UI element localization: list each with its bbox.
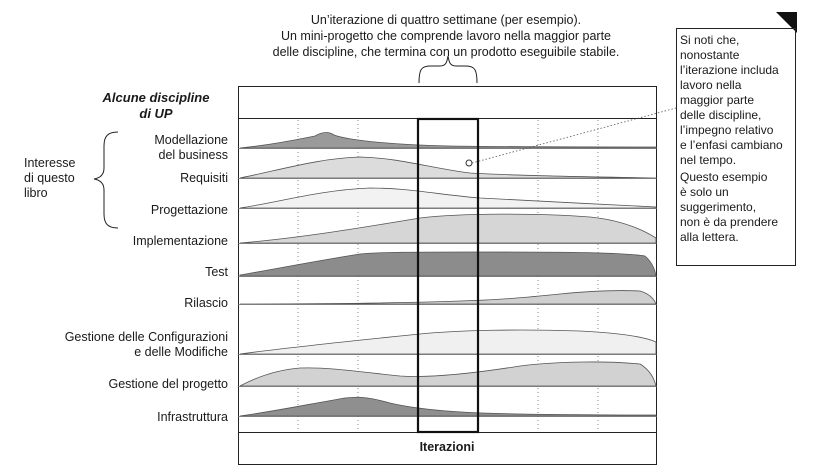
effort-curve-implementation [239, 213, 657, 244]
note-line: alla lettera. [680, 230, 739, 244]
iteration-caption: Un’iterazione di quattro settimane (per … [236, 12, 656, 60]
diagram-frame [238, 86, 657, 465]
discipline-label-test: Test [205, 265, 228, 280]
discipline-label-design: Progettazione [151, 203, 228, 218]
interest-brace [93, 131, 119, 229]
effort-curve-requirements [239, 156, 657, 179]
iteration-brace [418, 55, 478, 84]
discipline-label-implementation: Implementazione [133, 234, 228, 249]
note-line: maggior parte [680, 93, 755, 107]
discipline-label-project-mgmt: Gestione del progetto [108, 377, 228, 392]
effort-curve-config-change-mgmt [239, 329, 657, 355]
discipline-label-line: Progettazione [150, 203, 228, 217]
disciplines-header-line: Alcune discipline [102, 90, 210, 105]
note-line: lavoro nella [680, 78, 742, 92]
discipline-label-line: Gestione delle Configurazioni [64, 330, 228, 344]
iteration-caption-line: Un mini-progetto che comprende lavoro ne… [280, 29, 612, 43]
discipline-label-deployment: Rilascio [184, 296, 228, 311]
discipline-label-requirements: Requisiti [180, 171, 228, 186]
iteration-caption-line: delle discipline, che termina con un pro… [272, 45, 620, 59]
disciplines-header: Alcune discipline di UP [90, 90, 222, 122]
discipline-label-line: e delle Modifiche [134, 345, 228, 359]
discipline-label-line: Infrastruttura [157, 410, 228, 424]
note-paragraph: Si noti che, nonostante l’iterazione inc… [680, 33, 795, 168]
discipline-label-environment: Infrastruttura [157, 410, 228, 425]
iterations-label: Iterazioni [419, 440, 475, 454]
effort-curve-project-mgmt [239, 361, 657, 387]
note-line: nonostante [680, 48, 740, 62]
interest-label-line: Interesse [24, 156, 76, 170]
note-line: Questo esempio [680, 170, 768, 184]
discipline-label-line: Gestione del progetto [108, 377, 228, 391]
effort-curve-environment [239, 396, 657, 417]
interest-label-line: libro [24, 186, 48, 200]
iteration-caption-line: Un’iterazione di quattro settimane (per … [310, 13, 582, 27]
effort-curve-deployment [239, 290, 657, 305]
note-dog-ear-icon [776, 12, 797, 33]
interest-label-line: di questo [24, 171, 75, 185]
discipline-label-line: Rilascio [184, 296, 228, 310]
disciplines-header-line: di UP [139, 106, 173, 121]
interest-label: Interesse di questo libro [24, 156, 75, 201]
note-pointer-line [471, 107, 677, 164]
effort-curve-design [239, 187, 657, 209]
discipline-label-business-modeling: Modellazione del business [154, 133, 228, 163]
effort-curve-test [239, 251, 657, 277]
discipline-label-line: Test [205, 265, 228, 279]
note-paragraph: Questo esempio è solo un suggerimento, n… [680, 170, 795, 245]
discipline-label-line: del business [158, 148, 229, 162]
note-box: Si noti che, nonostante l’iterazione inc… [676, 28, 796, 266]
effort-curves [238, 132, 657, 417]
note-line: suggerimento, [680, 200, 757, 214]
discipline-label-config-change-mgmt: Gestione delle Configurazioni e delle Mo… [65, 330, 228, 360]
note-line: non è da prendere [680, 215, 779, 229]
note-line: delle discipline, [680, 108, 762, 122]
note-line: l’impegno relativo [680, 123, 774, 137]
discipline-label-line: Requisiti [180, 171, 228, 185]
note-pointer-dot [465, 159, 473, 167]
discipline-label-line: Implementazione [132, 234, 228, 248]
note-line: e l’enfasi cambiano [680, 138, 783, 152]
effort-curve-business-modeling [239, 132, 657, 149]
note-line: l’iterazione includa [680, 63, 779, 77]
note-line: Si noti che, [680, 33, 740, 47]
highlighted-iteration-box [416, 117, 480, 434]
discipline-label-line: Modellazione [154, 133, 228, 147]
note-line: nel tempo. [680, 153, 737, 167]
note-line: è solo un [680, 185, 729, 199]
